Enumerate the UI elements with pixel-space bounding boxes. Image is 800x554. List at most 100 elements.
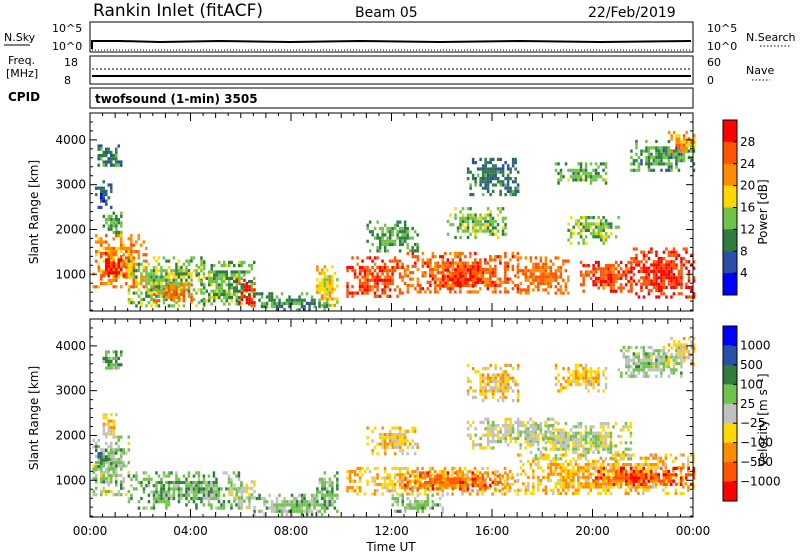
heatmap-cell bbox=[657, 285, 661, 289]
heatmap-cell bbox=[398, 220, 402, 224]
heatmap-cell bbox=[559, 434, 563, 438]
heatmap-cell bbox=[386, 482, 389, 486]
heatmap-cell bbox=[537, 278, 540, 282]
heatmap-cell bbox=[516, 283, 520, 288]
heatmap-cell bbox=[672, 152, 676, 156]
heatmap-cell bbox=[215, 296, 218, 300]
heatmap-cell bbox=[285, 503, 289, 507]
heatmap-cell bbox=[237, 506, 241, 510]
heatmap-cell bbox=[130, 256, 133, 260]
heatmap-cell bbox=[172, 490, 176, 494]
heatmap-cell bbox=[107, 470, 110, 474]
heatmap-cell bbox=[336, 509, 339, 513]
heatmap-cell bbox=[491, 427, 495, 431]
heatmap-cell bbox=[456, 264, 460, 268]
heatmap-cell bbox=[486, 167, 490, 171]
heatmap-cell bbox=[122, 451, 125, 455]
heatmap-cell bbox=[604, 178, 608, 182]
heatmap-cell bbox=[474, 477, 477, 481]
heatmap-cell bbox=[383, 288, 387, 292]
heatmap-cell bbox=[690, 143, 693, 147]
heatmap-cell bbox=[280, 292, 284, 296]
heatmap-cell bbox=[303, 496, 306, 501]
heatmap-cell bbox=[95, 473, 98, 478]
heatmap-cell bbox=[207, 480, 211, 485]
heatmap-cell bbox=[202, 291, 206, 295]
heatmap-cell bbox=[127, 266, 130, 270]
heatmap-cell bbox=[559, 485, 563, 489]
heatmap-cell bbox=[170, 269, 173, 273]
heatmap-cell bbox=[270, 298, 274, 302]
heatmap-cell bbox=[609, 447, 613, 451]
heatmap-cell bbox=[298, 295, 301, 299]
heatmap-cell bbox=[170, 487, 173, 491]
heatmap-cell bbox=[542, 438, 545, 442]
heatmap-cell bbox=[383, 486, 387, 490]
heatmap-cell bbox=[519, 443, 522, 447]
heatmap-cell bbox=[140, 275, 143, 279]
heatmap-cell bbox=[617, 466, 620, 470]
heatmap-cell bbox=[127, 259, 131, 263]
heatmap-cell bbox=[441, 284, 445, 288]
heatmap-cell bbox=[539, 482, 543, 486]
heatmap-cell bbox=[187, 281, 191, 286]
heatmap-cell bbox=[516, 258, 520, 262]
heatmap-cell bbox=[587, 450, 590, 454]
heatmap-cell bbox=[386, 294, 389, 298]
heatmap-cell bbox=[366, 239, 369, 243]
heatmap-cell bbox=[235, 286, 238, 290]
heatmap-cell bbox=[318, 298, 321, 302]
heatmap-cell bbox=[434, 474, 437, 478]
heatmap-cell bbox=[486, 261, 490, 265]
heatmap-cell bbox=[107, 261, 110, 265]
heatmap-cell bbox=[195, 493, 198, 497]
heatmap-cell bbox=[331, 484, 334, 488]
heatmap-cell bbox=[685, 295, 688, 299]
heatmap-cell bbox=[368, 230, 372, 234]
heatmap-cell bbox=[177, 281, 181, 286]
heatmap-cell bbox=[107, 425, 111, 430]
heatmap-cell bbox=[494, 177, 497, 181]
heatmap-cell bbox=[310, 512, 314, 517]
heatmap-cell bbox=[92, 445, 95, 449]
heatmap-cell bbox=[461, 251, 465, 256]
heatmap-cell bbox=[105, 193, 108, 197]
heatmap-cell bbox=[127, 250, 130, 254]
heatmap-cell bbox=[479, 180, 482, 184]
heatmap-cell bbox=[614, 463, 618, 467]
heatmap-cell bbox=[667, 279, 671, 283]
heatmap-cell bbox=[677, 159, 681, 163]
heatmap-cell bbox=[137, 500, 141, 504]
heatmap-cell bbox=[366, 269, 369, 273]
heatmap-cell bbox=[157, 291, 161, 295]
heatmap-cell bbox=[115, 285, 118, 289]
heatmap-cell bbox=[132, 301, 136, 305]
heatmap-cell bbox=[496, 482, 499, 486]
heatmap-cell bbox=[398, 429, 402, 433]
heatmap-cell bbox=[165, 490, 168, 494]
heatmap-cell bbox=[466, 167, 470, 171]
heatmap-cell bbox=[504, 251, 507, 256]
heatmap-cell bbox=[361, 466, 364, 470]
heatmap-cell bbox=[172, 272, 176, 276]
heatmap-cell bbox=[524, 440, 527, 444]
heatmap-cell bbox=[499, 427, 502, 431]
heatmap-cell bbox=[614, 273, 618, 277]
heatmap-cell bbox=[248, 505, 251, 510]
heatmap-cell bbox=[544, 281, 548, 286]
heatmap-cell bbox=[609, 438, 613, 442]
heatmap-cell bbox=[208, 299, 211, 303]
heatmap-cell bbox=[172, 496, 176, 501]
heatmap-cell bbox=[220, 503, 223, 507]
heatmap-cell bbox=[212, 480, 216, 485]
heatmap-cell bbox=[197, 471, 201, 475]
heatmap-cell bbox=[336, 493, 339, 497]
heatmap-cell bbox=[195, 506, 198, 510]
heatmap-cell bbox=[607, 463, 610, 467]
heatmap-cell bbox=[524, 256, 528, 260]
heatmap-region-11 bbox=[346, 256, 407, 298]
heatmap-cell bbox=[404, 484, 407, 488]
heatmap-cell bbox=[192, 480, 196, 485]
heatmap-cell bbox=[506, 177, 510, 181]
heatmap-cell bbox=[557, 447, 560, 451]
